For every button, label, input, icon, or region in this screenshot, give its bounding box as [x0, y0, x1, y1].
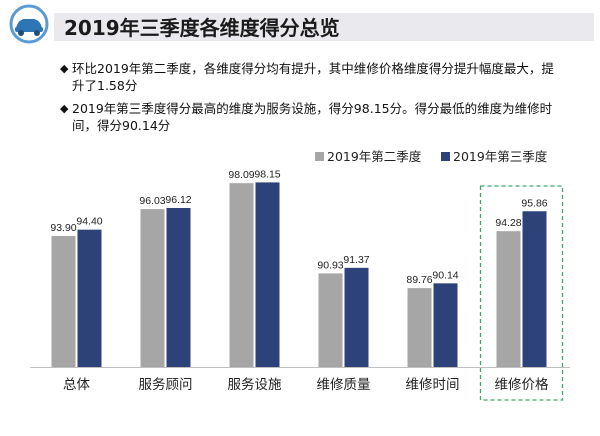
bullet-item: ◆ 2019年第三季度得分最高的维度为服务设施，得分98.15分。得分最低的维度…	[60, 100, 560, 134]
data-label: 96.03	[139, 195, 165, 207]
data-label: 98.15	[254, 168, 280, 180]
diamond-bullet-icon: ◆	[60, 102, 69, 115]
diamond-bullet-icon: ◆	[60, 62, 69, 75]
data-label: 95.86	[521, 197, 547, 209]
category-label: 维修价格	[495, 377, 549, 393]
legend-swatch	[441, 152, 450, 161]
bar-q3	[522, 211, 547, 367]
category-label: 总体	[63, 377, 90, 393]
data-label: 96.12	[165, 194, 191, 206]
bullet-item: ◆ 环比2019年第二季度，各维度得分均有提升，其中维修价格维度得分提升幅度最大…	[60, 60, 560, 94]
header: 2019年三季度各维度得分总览	[0, 0, 600, 50]
summary-bullets: ◆ 环比2019年第二季度，各维度得分均有提升，其中维修价格维度得分提升幅度最大…	[60, 60, 560, 140]
bar-q2	[318, 273, 343, 367]
bar-q2	[51, 235, 76, 367]
data-label: 94.40	[76, 216, 102, 228]
category-label: 维修时间	[406, 377, 460, 393]
data-label: 94.28	[495, 217, 521, 229]
data-label: 89.76	[406, 274, 432, 286]
bar-q3	[77, 229, 102, 367]
highlight-box	[479, 185, 564, 401]
bar-q2	[140, 209, 165, 367]
bar-q3	[166, 207, 191, 367]
title-bar	[54, 13, 594, 41]
bullet-text: 2019年第三季度得分最高的维度为服务设施，得分98.15分。得分最低的维度为维…	[72, 101, 553, 133]
bar-q2	[229, 183, 254, 367]
category-label: 服务设施	[228, 377, 282, 393]
legend-label: 2019年第二季度	[327, 149, 422, 164]
bullet-text: 环比2019年第二季度，各维度得分均有提升，其中维修价格维度得分提升幅度最大，提…	[72, 61, 554, 93]
legend-label: 2019年第三季度	[453, 149, 548, 164]
category-label: 维修质量	[317, 377, 371, 393]
data-label: 90.14	[432, 269, 458, 281]
data-label: 98.09	[228, 169, 254, 181]
car-logo-icon	[9, 4, 49, 44]
bar-q3	[433, 283, 458, 367]
bar-q3	[344, 267, 369, 367]
bar-q2	[496, 231, 521, 367]
bar-q2	[407, 288, 432, 367]
legend-swatch	[315, 152, 324, 161]
category-label: 服务顾问	[139, 377, 193, 393]
page-title: 2019年三季度各维度得分总览	[64, 16, 340, 40]
data-label: 91.37	[343, 254, 369, 266]
bar-q3	[255, 182, 280, 367]
data-label: 93.90	[50, 222, 76, 234]
data-label: 90.93	[317, 259, 343, 271]
